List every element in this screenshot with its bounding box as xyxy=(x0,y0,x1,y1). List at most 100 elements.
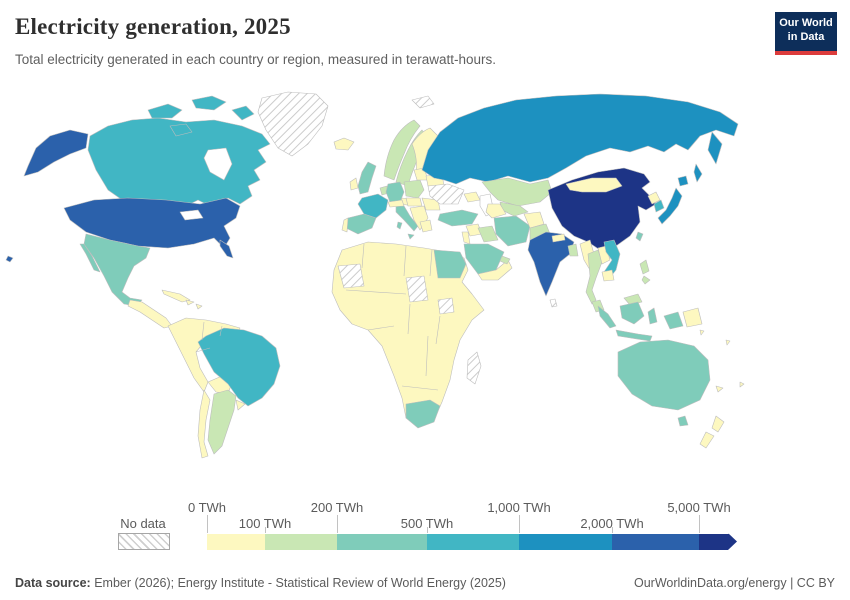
country-india[interactable] xyxy=(527,231,575,297)
country-malaysia[interactable] xyxy=(591,293,643,313)
region-central-america[interactable] xyxy=(127,299,173,329)
country-australia-tasmania[interactable] xyxy=(677,415,689,427)
legend-tick-label-100: 100 TWh xyxy=(238,516,292,531)
region-caribbean[interactable] xyxy=(185,299,203,310)
country-norway[interactable] xyxy=(383,119,421,181)
country-taiwan[interactable] xyxy=(635,231,644,242)
country-united-states-florida[interactable] xyxy=(219,239,234,259)
country-argentina[interactable] xyxy=(207,389,237,455)
country-iceland[interactable] xyxy=(333,137,355,151)
legend-tick-label-500: 500 TWh xyxy=(400,516,454,531)
legend-tick-label-0: 0 TWh xyxy=(187,500,227,515)
country-ukraine[interactable] xyxy=(427,183,465,205)
country-papua-new-guinea[interactable] xyxy=(682,307,703,328)
legend-tick xyxy=(699,515,700,533)
country-united-kingdom[interactable] xyxy=(357,161,377,195)
data-source-label: Data source: xyxy=(15,576,91,590)
country-mauritania[interactable] xyxy=(337,263,365,289)
country-united-states-hawaii[interactable] xyxy=(5,255,14,263)
country-turkey[interactable] xyxy=(437,209,479,227)
legend-segment-100-200[interactable] xyxy=(265,533,337,550)
country-france[interactable] xyxy=(357,193,389,219)
country-cambodia[interactable] xyxy=(601,269,615,282)
legend-tick-label-1000: 1,000 TWh xyxy=(487,500,551,515)
country-egypt[interactable] xyxy=(433,249,467,279)
legend-tick-label-200: 200 TWh xyxy=(310,500,364,515)
country-sri-lanka[interactable] xyxy=(549,298,558,308)
country-kazakhstan[interactable] xyxy=(481,177,553,207)
country-spain[interactable] xyxy=(345,213,377,235)
legend-segment-0-100[interactable] xyxy=(207,533,265,550)
country-canada-arctic-islands[interactable] xyxy=(147,95,255,137)
country-iraq[interactable] xyxy=(477,225,499,243)
owid-logo-line2: in Data xyxy=(787,30,825,43)
country-mexico-baja[interactable] xyxy=(79,243,101,273)
country-romania[interactable] xyxy=(421,197,441,211)
country-alaska[interactable] xyxy=(23,129,89,177)
footer-link[interactable]: OurWorldinData.org/energy | CC BY xyxy=(633,576,835,590)
legend-segment-1000-2000[interactable] xyxy=(519,533,612,550)
country-russia-kamchatka[interactable] xyxy=(693,131,723,183)
region-yemen-oman[interactable] xyxy=(477,259,513,281)
country-thailand[interactable] xyxy=(585,249,603,305)
country-australia[interactable] xyxy=(617,339,711,411)
legend-tick xyxy=(519,515,520,533)
country-russia[interactable] xyxy=(421,93,739,185)
legend-segment-200-500[interactable] xyxy=(337,533,427,550)
country-mexico[interactable] xyxy=(83,233,151,307)
country-brazil[interactable] xyxy=(197,327,281,407)
region-hungary-slovakia[interactable] xyxy=(405,197,423,207)
country-greenland[interactable] xyxy=(257,91,329,157)
country-poland[interactable] xyxy=(403,179,425,199)
legend-no-data-label: No data xyxy=(120,516,166,531)
owid-logo[interactable]: Our World in Data xyxy=(775,12,837,55)
map-legend: No data 0 TWh 100 TWh 200 TWh 500 TWh 1,… xyxy=(0,498,850,556)
country-new-zealand[interactable] xyxy=(699,415,725,449)
country-indonesia[interactable] xyxy=(597,301,684,342)
region-caucasus[interactable] xyxy=(463,191,481,203)
country-cuba[interactable] xyxy=(161,289,191,303)
country-chad[interactable] xyxy=(405,275,429,303)
africa-border-hints xyxy=(345,243,441,391)
legend-no-data-swatch[interactable] xyxy=(118,533,170,550)
country-turkmenistan[interactable] xyxy=(485,203,507,219)
legend-segment-2000-5000[interactable] xyxy=(612,533,699,550)
legend-segment-5000-plus[interactable] xyxy=(699,533,737,550)
country-south-africa[interactable] xyxy=(405,399,441,429)
legend-tick-label-5000: 5,000 TWh xyxy=(667,500,731,515)
legend-tick-label-2000: 2,000 TWh xyxy=(580,516,644,531)
country-afghanistan[interactable] xyxy=(523,211,545,229)
country-bangladesh[interactable] xyxy=(567,243,579,257)
country-south-korea[interactable] xyxy=(653,199,665,213)
country-madagascar[interactable] xyxy=(466,351,482,385)
great-lakes xyxy=(179,209,204,221)
chart-subtitle: Total electricity generated in each coun… xyxy=(15,52,496,67)
country-nepal[interactable] xyxy=(551,233,566,243)
country-greece[interactable] xyxy=(419,219,433,233)
country-north-korea[interactable] xyxy=(647,191,661,205)
legend-segment-500-1000[interactable] xyxy=(427,533,519,550)
country-uae[interactable] xyxy=(499,255,511,265)
country-philippines[interactable] xyxy=(639,259,651,285)
country-japan[interactable] xyxy=(657,175,689,225)
country-chile[interactable] xyxy=(197,389,211,459)
country-germany[interactable] xyxy=(385,181,405,203)
country-ireland[interactable] xyxy=(349,177,359,191)
region-alpine-states[interactable] xyxy=(387,199,405,208)
country-south-sudan[interactable] xyxy=(437,297,455,315)
country-iran[interactable] xyxy=(493,215,531,247)
world-map xyxy=(5,91,745,459)
south-america-border-hints xyxy=(195,321,223,353)
data-source-text: Ember (2026); Energy Institute - Statist… xyxy=(90,576,506,590)
data-source-line: Data source: Ember (2026); Energy Instit… xyxy=(15,576,506,590)
country-mongolia[interactable] xyxy=(565,177,623,193)
country-uruguay[interactable] xyxy=(235,399,246,411)
country-svalbard[interactable] xyxy=(411,95,435,109)
legend-tick xyxy=(207,515,208,533)
legend-tick xyxy=(427,527,428,533)
page-title: Electricity generation, 2025 xyxy=(15,14,291,39)
country-portugal[interactable] xyxy=(341,217,349,233)
region-pacific-islands[interactable] xyxy=(699,329,745,393)
country-italy[interactable] xyxy=(395,203,419,240)
